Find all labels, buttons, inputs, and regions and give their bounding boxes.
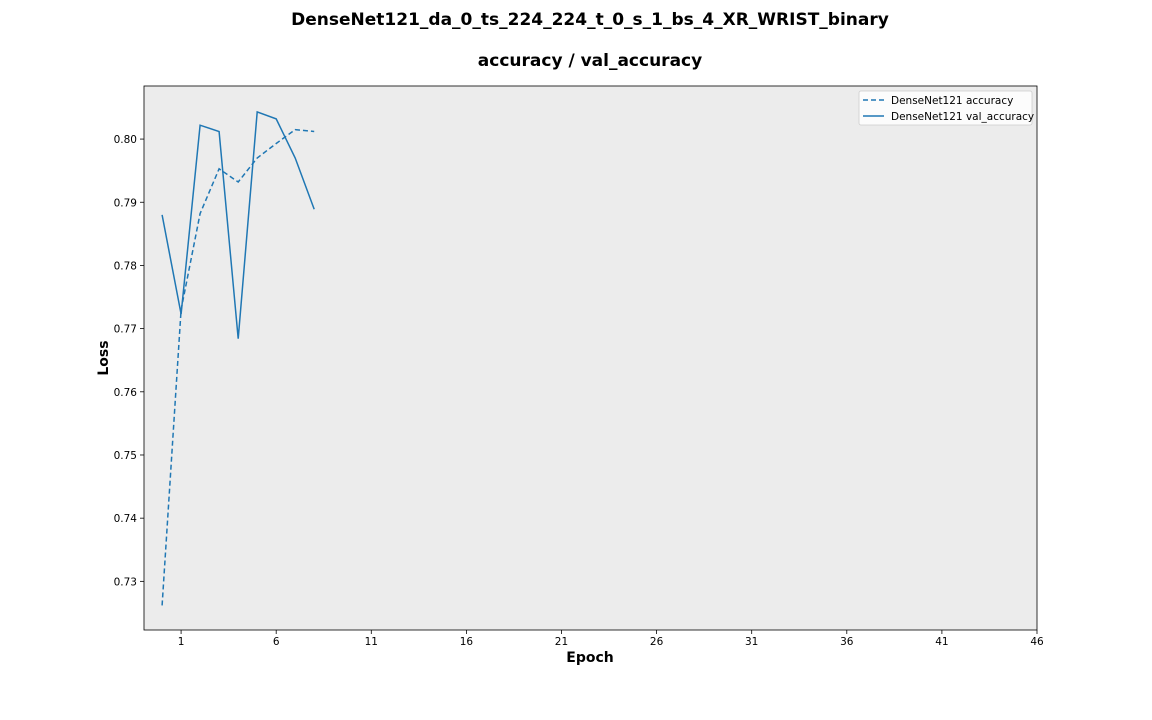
y-tick-label: 0.77 [114, 324, 137, 336]
plot-area [143, 85, 1038, 631]
x-tick-label: 6 [273, 636, 280, 648]
x-tick-label: 21 [555, 636, 568, 648]
y-tick-label: 0.76 [114, 387, 138, 399]
x-tick-label: 46 [1030, 636, 1044, 648]
legend-box [858, 90, 1033, 126]
y-tick-label: 0.79 [114, 197, 137, 209]
legend-label-accuracy: DenseNet121 accuracy [891, 95, 1013, 107]
y-axis: 0.73 0.74 0.75 0.76 0.77 0.78 0.79 0.80 [114, 134, 144, 588]
y-tick-label: 0.73 [114, 576, 137, 588]
x-tick-label: 1 [178, 636, 185, 648]
legend: DenseNet121 accuracy DenseNet121 val_acc… [858, 90, 1034, 126]
x-tick-label: 41 [935, 636, 948, 648]
x-tick-label: 36 [840, 636, 854, 648]
x-tick-label: 16 [460, 636, 474, 648]
x-axis-label: Epoch [566, 650, 613, 666]
x-tick-label: 31 [745, 636, 758, 648]
legend-label-val-accuracy: DenseNet121 val_accuracy [891, 111, 1034, 123]
y-axis-label: Loss [96, 340, 112, 375]
x-tick-label: 11 [365, 636, 378, 648]
y-tick-label: 0.75 [114, 450, 137, 462]
series-line-val-accuracy [161, 110, 315, 339]
series-layer [161, 110, 315, 606]
y-tick-label: 0.74 [114, 513, 138, 525]
series-line-accuracy [161, 128, 315, 606]
y-tick-label: 0.78 [114, 260, 137, 272]
y-tick-label: 0.80 [114, 134, 137, 146]
x-axis: 1 6 11 16 21 26 31 36 41 46 [178, 630, 1044, 648]
x-tick-label: 26 [650, 636, 664, 648]
chart-title: DenseNet121_da_0_ts_224_224_t_0_s_1_bs_4… [291, 10, 889, 30]
chart-subtitle: accuracy / val_accuracy [478, 51, 702, 71]
